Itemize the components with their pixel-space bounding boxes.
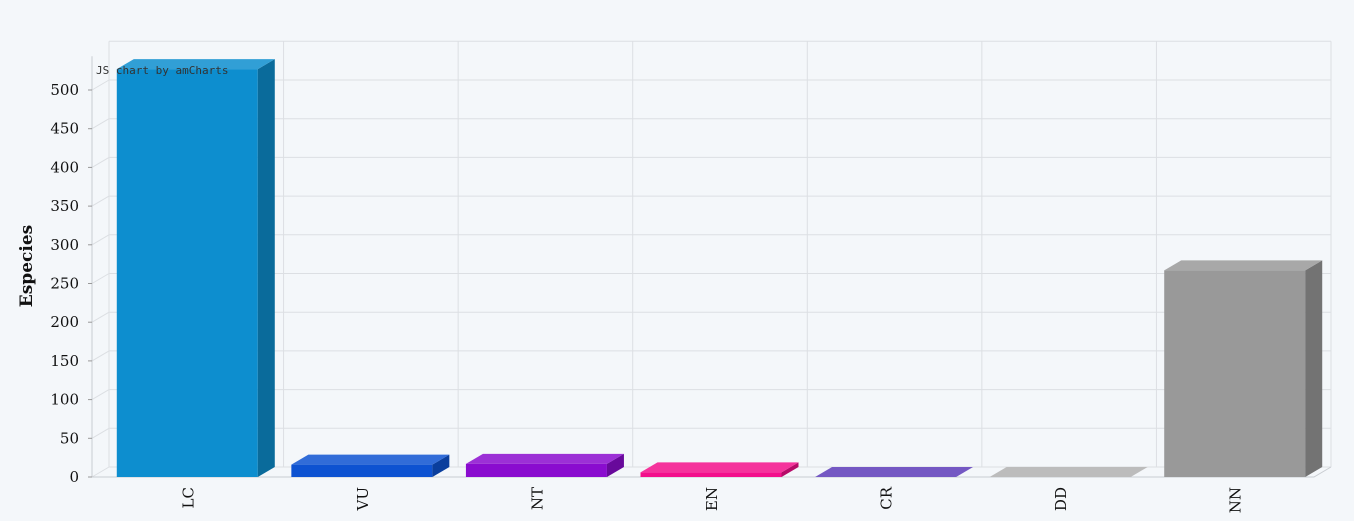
x-tick-label-dd: DD — [1052, 487, 1070, 511]
grid-depth-line — [91, 273, 110, 284]
bar-side-face — [432, 454, 450, 477]
grid-depth-line — [91, 466, 110, 478]
bar-top-face — [291, 454, 450, 465]
x-tick-label-nt: NT — [528, 487, 546, 510]
bar-front-face — [116, 69, 258, 478]
grid-depth-line — [91, 156, 110, 168]
bar-side-face — [257, 59, 275, 478]
bars — [116, 59, 1323, 478]
bar-top-face — [116, 59, 275, 70]
grid-depth-line — [91, 350, 110, 362]
grid-depth-line — [91, 427, 110, 439]
y-tick-label: 500 — [50, 81, 79, 99]
grid-depth-line — [91, 234, 110, 246]
grid-depth-line — [91, 79, 110, 91]
bar-vu[interactable] — [291, 454, 450, 477]
x-tick-label-cr: CR — [878, 486, 896, 509]
y-tick-label: 0 — [69, 468, 79, 486]
y-tick-label: 250 — [50, 275, 79, 293]
y-tick-label: 350 — [50, 197, 79, 215]
bar-top-face — [640, 462, 799, 473]
labels: 0 50 100 150 200 250 300 350 400 450 500 LC VU NT EN CR… — [50, 81, 1244, 513]
y-axis-title: Especies — [17, 225, 37, 307]
y-tick-label: 100 — [50, 391, 79, 409]
bar-top-face — [465, 453, 624, 464]
bar-nt[interactable] — [465, 453, 624, 477]
y-tick-label: 300 — [50, 236, 79, 254]
bar-front-face — [640, 472, 782, 477]
bar-front-face — [465, 463, 607, 477]
bar-front-face — [291, 464, 433, 477]
grid-depth-line — [91, 311, 110, 323]
bar-side-face — [781, 462, 799, 477]
y-tick-label: 450 — [50, 120, 79, 138]
amcharts-credit[interactable]: JS chart by amCharts — [96, 64, 228, 77]
bar-cr[interactable] — [815, 467, 974, 477]
y-tick-label: 400 — [50, 158, 79, 176]
grid-depth-line — [91, 389, 110, 401]
x-tick-label-lc: LC — [179, 487, 197, 508]
y-tick-label: 150 — [50, 352, 79, 370]
bar-lc[interactable] — [116, 59, 275, 478]
bar-nn[interactable] — [1164, 260, 1323, 477]
grid — [91, 40, 1332, 478]
grid-depth-line — [91, 195, 110, 207]
y-tick-label: 50 — [60, 429, 79, 447]
bar-side-face — [606, 453, 624, 477]
y-tick-label: 200 — [50, 313, 79, 331]
x-tick-label-vu: VU — [354, 487, 372, 511]
bar-top-face — [1164, 260, 1323, 271]
bar-side-face — [1305, 260, 1323, 477]
grid-depth-line — [91, 118, 110, 130]
x-tick-label-nn: NN — [1227, 487, 1245, 513]
bar-dd[interactable] — [989, 467, 1148, 477]
x-tick-label-en: EN — [703, 487, 721, 511]
bar-top-face — [815, 467, 974, 477]
bar-en[interactable] — [640, 462, 799, 477]
bar-front-face — [1164, 270, 1306, 477]
bar-top-face — [989, 467, 1148, 477]
